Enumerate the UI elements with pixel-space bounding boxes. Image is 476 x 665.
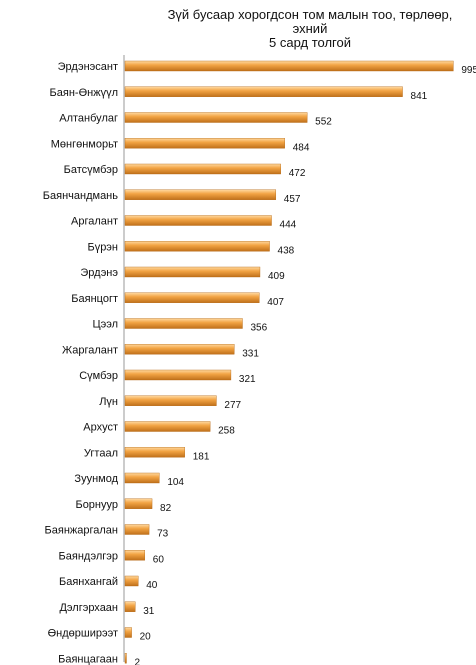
category-label: Баян-Өнжүүл	[50, 87, 118, 99]
bar	[124, 318, 243, 329]
data-label: 258	[218, 426, 235, 437]
data-label: 321	[239, 374, 256, 385]
data-label: 40	[146, 580, 158, 591]
category-label: Баянжаргалан	[45, 525, 118, 537]
data-label: 82	[160, 503, 172, 514]
bar	[124, 472, 160, 484]
bar	[124, 421, 211, 432]
category-label: Батсүмбэр	[64, 164, 118, 176]
data-label: 409	[268, 271, 285, 282]
bar	[124, 292, 260, 303]
category-label: Лүн	[99, 396, 118, 408]
data-label: 73	[157, 529, 169, 540]
bar	[124, 189, 277, 200]
category-label: Борнуур	[75, 499, 118, 511]
data-label: 60	[153, 554, 165, 565]
bar	[124, 266, 261, 278]
category-label: Эрдэнэ	[80, 267, 118, 279]
chart-title-line-1: Зүй бусаар хорогдсон том малын тоо, төрл…	[167, 7, 453, 36]
data-label: 356	[250, 323, 267, 334]
category-label: Өндөрширээт	[48, 628, 118, 640]
bar	[124, 369, 232, 381]
category-label: Сүмбэр	[79, 370, 118, 382]
category-label: Зуунмод	[74, 473, 118, 485]
data-label: 472	[289, 168, 306, 179]
category-label: Жаргалант	[62, 344, 118, 356]
data-label: 484	[293, 142, 310, 153]
category-label: Баянчандмань	[43, 190, 118, 202]
data-label: 31	[143, 606, 155, 617]
bar	[124, 215, 272, 226]
bar	[124, 653, 127, 664]
bar	[124, 241, 270, 252]
data-label: 331	[242, 348, 259, 359]
data-label: 995	[461, 65, 476, 76]
bar	[124, 138, 285, 149]
bar	[124, 163, 281, 175]
category-label: Бүрэн	[87, 241, 118, 253]
category-label: Угтаал	[84, 447, 118, 459]
bar	[124, 86, 403, 97]
data-label: 438	[278, 245, 295, 256]
data-label: 2	[135, 657, 141, 665]
data-label: 552	[315, 117, 332, 128]
data-label: 277	[224, 400, 241, 411]
category-label: Аргалант	[71, 216, 118, 228]
bar	[124, 60, 454, 72]
bar	[124, 447, 185, 458]
category-label: Эрдэнэсант	[58, 61, 118, 73]
bar	[124, 601, 136, 612]
bar	[124, 550, 145, 561]
data-label: 457	[284, 194, 301, 205]
bar	[124, 524, 150, 535]
category-label: Мөнгөнморьт	[51, 138, 118, 150]
chart-title-line-2: 5 сард толгой	[269, 35, 351, 50]
category-label: Баянхангай	[59, 576, 118, 588]
data-label: 104	[167, 477, 184, 488]
category-label: Дэлгэрхаан	[59, 602, 118, 614]
data-label: 407	[267, 297, 284, 308]
bar	[124, 575, 139, 587]
data-label: 444	[280, 220, 297, 231]
category-label: Цээл	[92, 319, 118, 331]
data-label: 181	[193, 451, 210, 462]
category-label: Баяндэлгэр	[59, 550, 118, 562]
category-label: Алтанбулаг	[59, 113, 118, 125]
bar	[124, 112, 308, 123]
data-label: 841	[411, 91, 428, 102]
bar	[124, 344, 235, 355]
category-label: Архуст	[83, 422, 118, 434]
bar	[124, 627, 132, 638]
data-label: 20	[140, 632, 152, 643]
bar	[124, 395, 217, 406]
category-label: Баянцагаан	[58, 653, 118, 665]
bar	[124, 498, 153, 509]
chart-title: Зүй бусаар хорогдсон том малын тоо, төрл…	[150, 8, 470, 50]
category-label: Баянцогт	[71, 293, 118, 305]
